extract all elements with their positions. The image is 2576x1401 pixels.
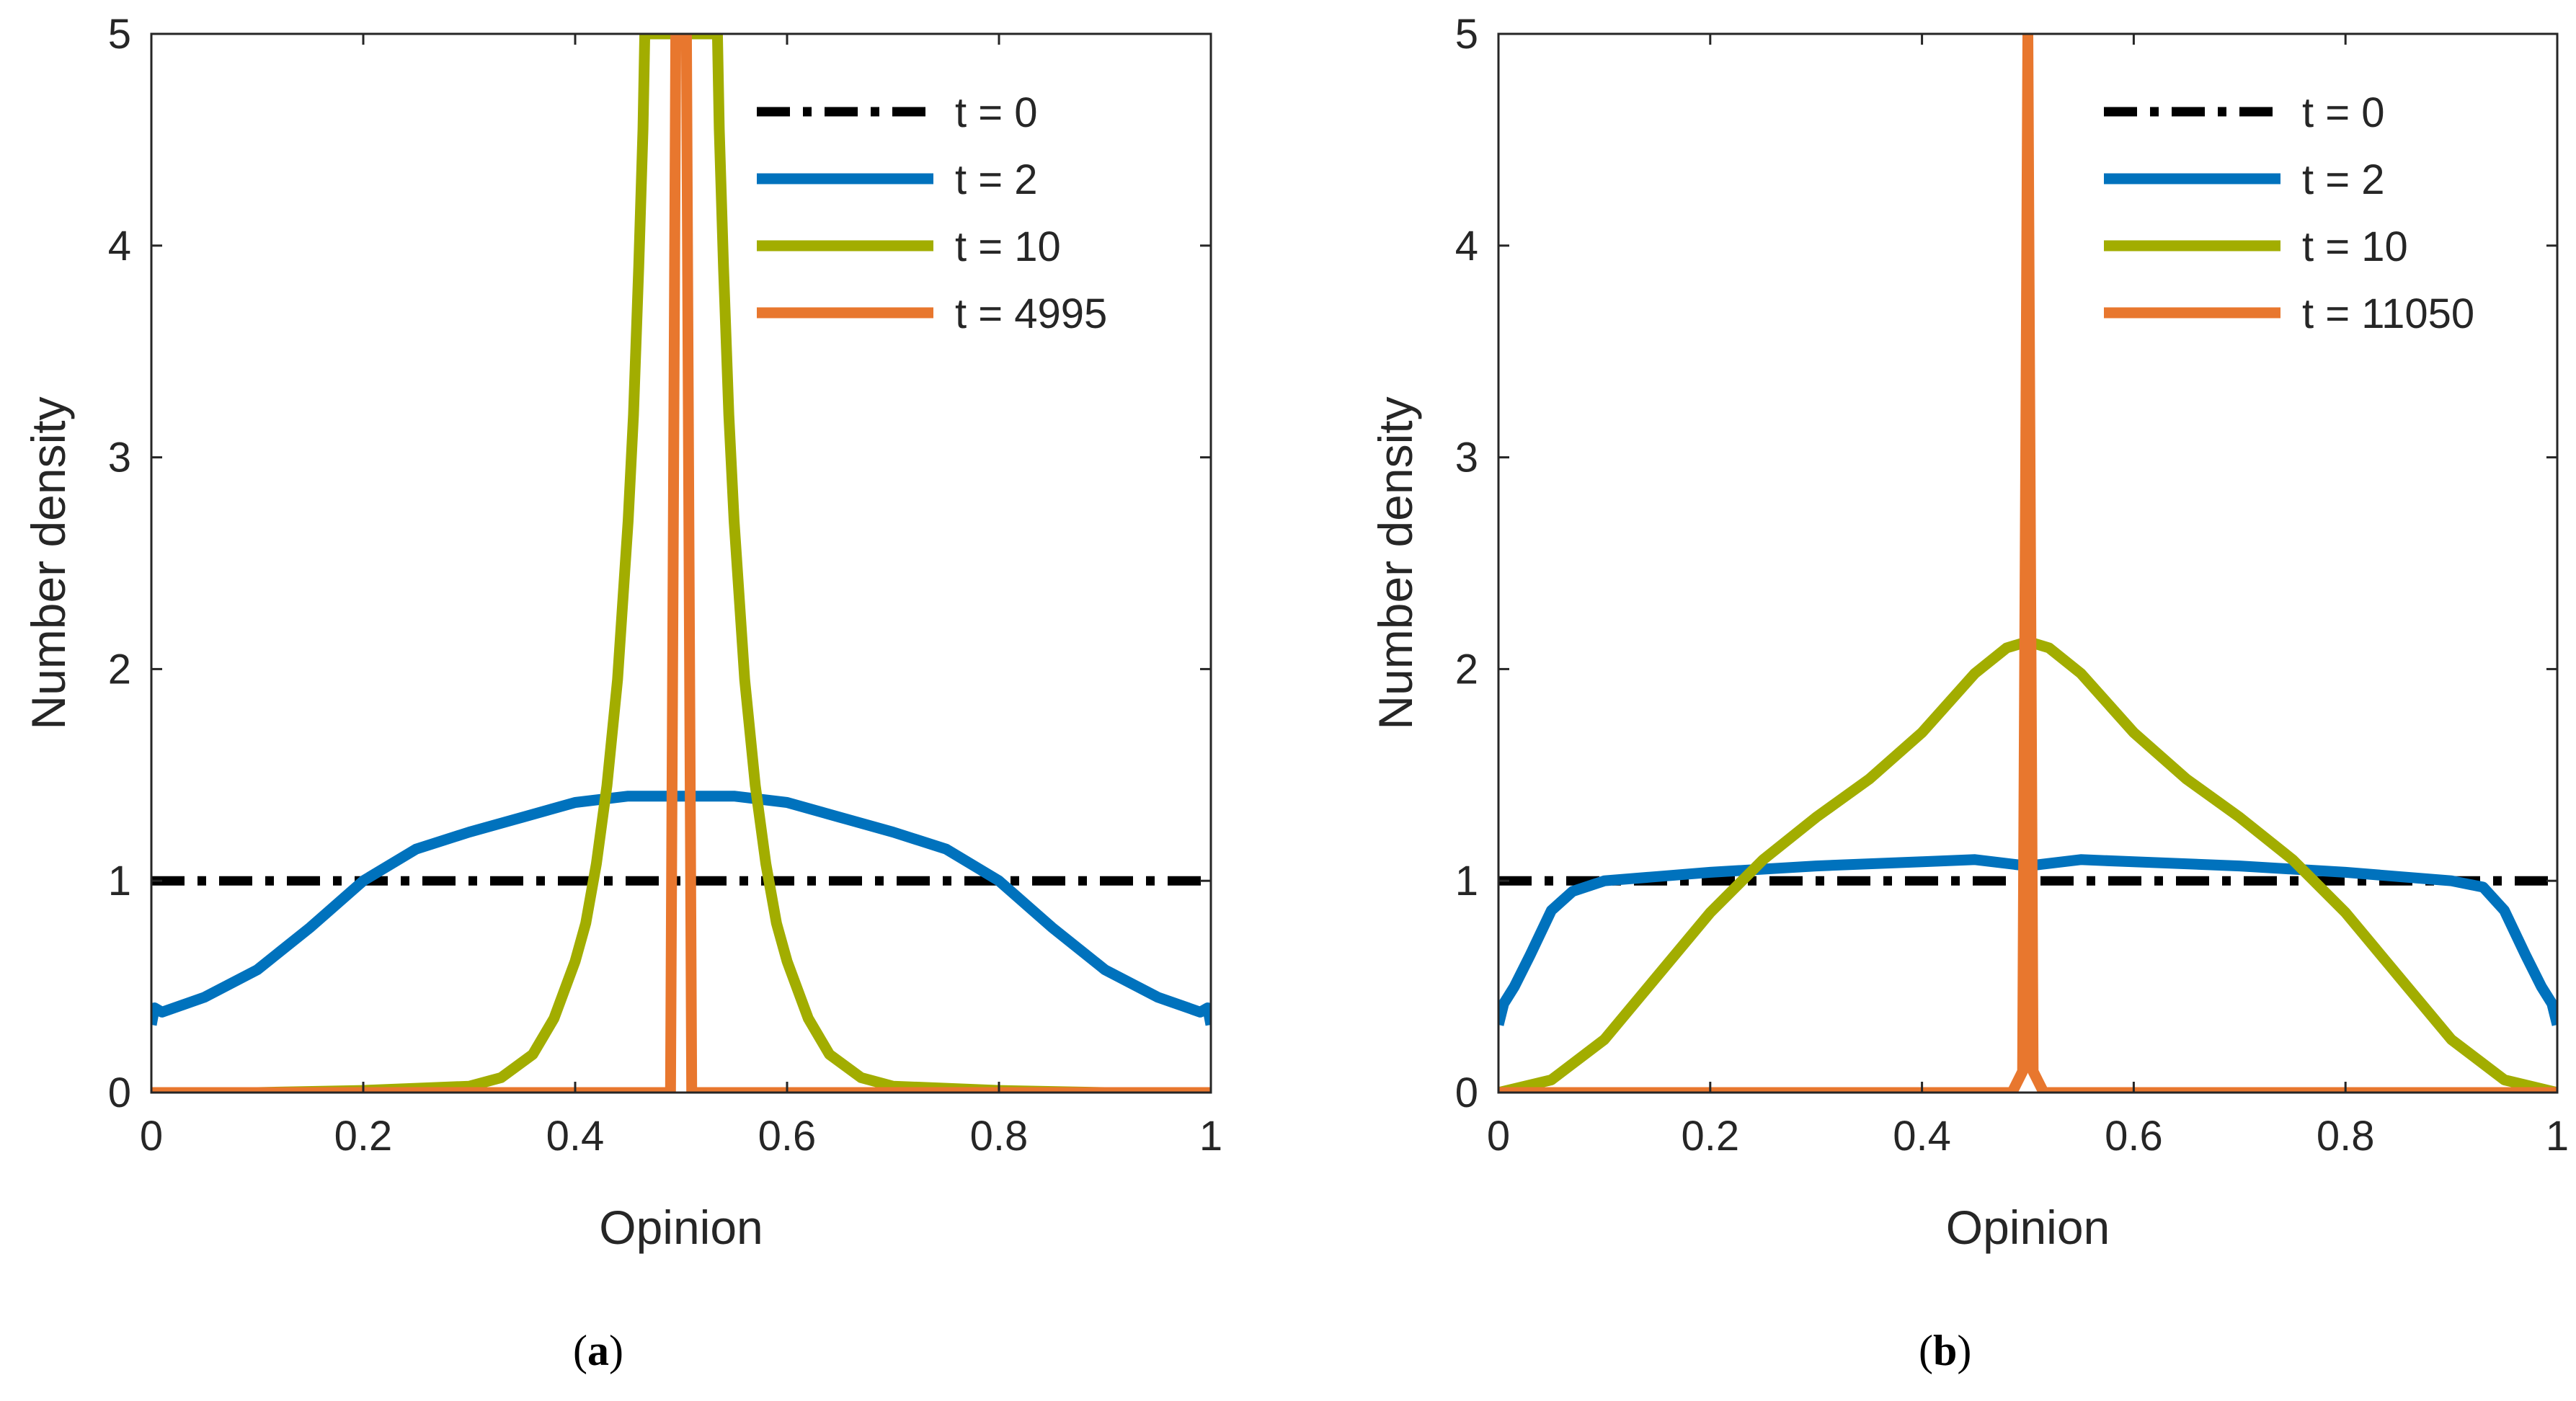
legend-label-1: t = 2 xyxy=(955,156,1037,203)
y-tick-label: 4 xyxy=(1455,223,1478,270)
x-tick-label: 1 xyxy=(1199,1113,1222,1160)
y-tick-label: 4 xyxy=(108,223,131,270)
legend-label-0: t = 0 xyxy=(2302,89,2384,136)
x-tick-label: 0.4 xyxy=(1893,1113,1951,1160)
y-axis-label: Number density xyxy=(22,396,75,729)
legend-label-3: t = 4995 xyxy=(955,290,1107,337)
caption-a: (a) xyxy=(573,1327,623,1374)
y-tick-label: 5 xyxy=(1455,11,1478,58)
y-tick-label: 0 xyxy=(1455,1069,1478,1116)
y-tick-label: 1 xyxy=(108,858,131,904)
x-tick-label: 1 xyxy=(2546,1113,2569,1160)
axes-box xyxy=(150,32,1212,1094)
x-axis-label: Opinion xyxy=(1946,1201,2110,1254)
series-line-1 xyxy=(151,791,1211,1026)
chart-panel-a: 0 0.2 0.4 0.6 0.8 1 0 1 2 3 4 5 Opinion Number densit… xyxy=(22,11,1222,1254)
legend-label-1: t = 2 xyxy=(2302,156,2384,203)
x-tick-label: 0.6 xyxy=(2105,1113,2163,1160)
x-tick-label: 0.6 xyxy=(758,1113,817,1160)
chart-panel-b: 0 0.2 0.4 0.6 0.8 1 0 1 2 3 4 5 Opinion Number densit… xyxy=(1369,11,2569,1254)
x-tick-label: 0.8 xyxy=(2317,1113,2375,1160)
caption-b-label: b xyxy=(1932,1327,1958,1374)
series-line-2 xyxy=(151,34,1211,1093)
x-tick-label: 0.2 xyxy=(334,1113,393,1160)
x-tick-label: 0 xyxy=(140,1113,163,1160)
axes-box xyxy=(1497,32,2559,1094)
y-tick-label: 2 xyxy=(1455,646,1478,693)
series-line-3 xyxy=(1498,34,2557,1093)
legend-label-3: t = 11050 xyxy=(2302,290,2474,337)
y-tick-label: 1 xyxy=(1455,858,1478,904)
y-tick-label: 3 xyxy=(1455,435,1478,481)
x-tick-label: 0.4 xyxy=(546,1113,605,1160)
y-tick-label: 3 xyxy=(108,435,131,481)
x-tick-label: 0.2 xyxy=(1681,1113,1739,1160)
legend-label-2: t = 10 xyxy=(2302,223,2408,270)
y-tick-label: 2 xyxy=(108,646,131,693)
legend-label-0: t = 0 xyxy=(955,89,1037,136)
x-axis-label: Opinion xyxy=(599,1201,763,1254)
caption-b: (b) xyxy=(1919,1327,1972,1374)
y-tick-label: 5 xyxy=(108,11,131,58)
y-tick-label: 0 xyxy=(108,1069,131,1116)
y-axis-label: Number density xyxy=(1369,396,1422,729)
legend-label-2: t = 10 xyxy=(955,223,1061,270)
x-tick-label: 0.8 xyxy=(970,1113,1029,1160)
caption-a-label: a xyxy=(587,1327,609,1374)
x-tick-label: 0 xyxy=(1487,1113,1510,1160)
